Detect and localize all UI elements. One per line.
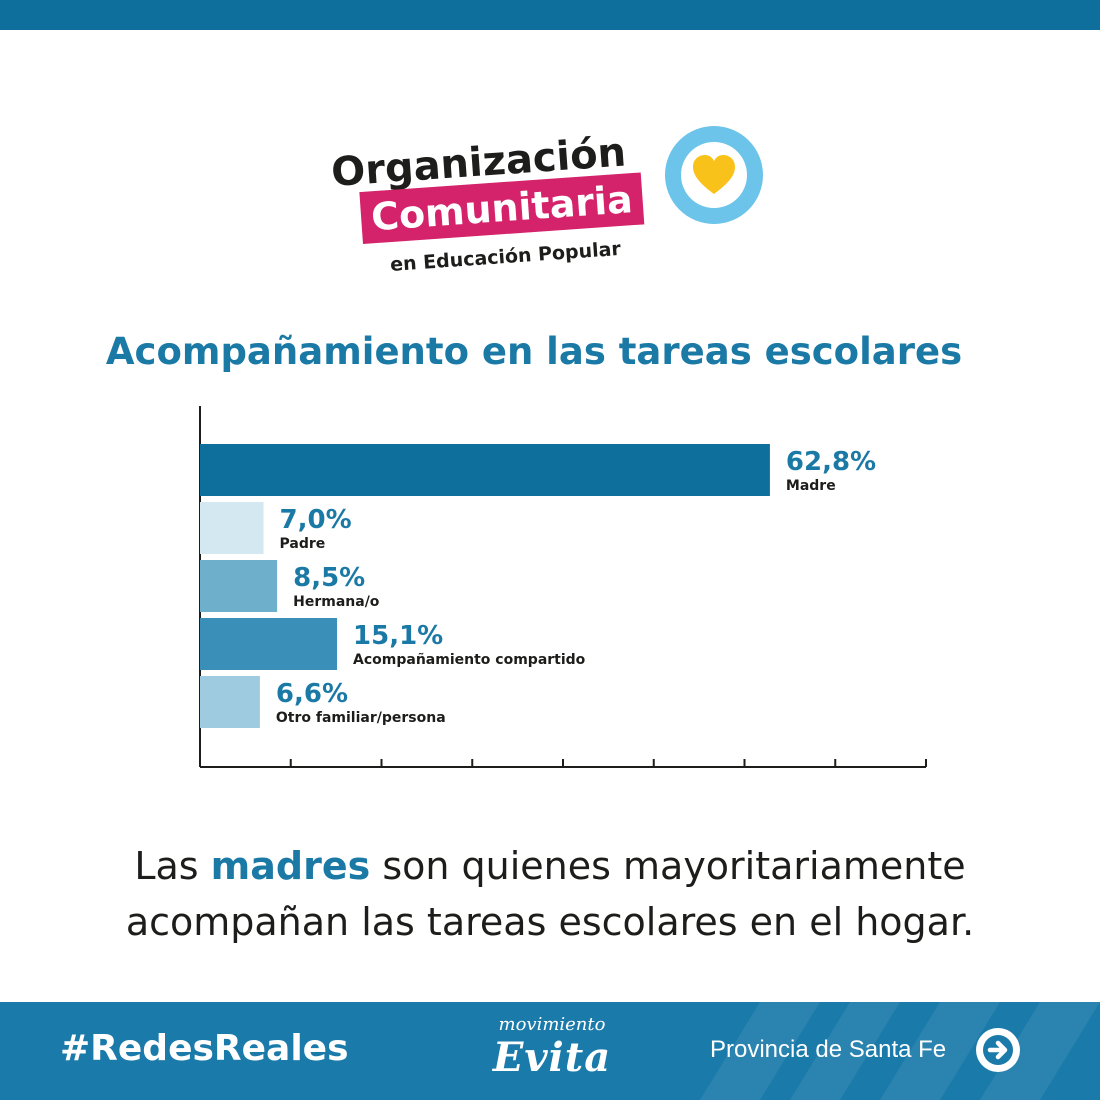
- summary-highlight: madres: [210, 844, 371, 888]
- footer-stripes: [700, 1002, 1100, 1100]
- bar-madre: [200, 444, 770, 496]
- logo-line-3: en Educación Popular: [389, 237, 622, 276]
- movimiento-evita-logo: movimiento Evita: [482, 1012, 622, 1098]
- summary-part-1: Las: [134, 844, 211, 888]
- bar-otro-familiar-persona: [200, 676, 260, 728]
- bar-category-label: Otro familiar/persona: [276, 710, 446, 726]
- bar-chart: 62,8%Madre 7,0%Padre 8,5%Hermana/o 15,1%Aco…: [199, 406, 927, 768]
- summary-text: Las madres son quienes mayoritariamente …: [0, 838, 1100, 950]
- hashtag: #RedesReales: [60, 1028, 349, 1069]
- footer-bar: #RedesReales movimiento Evita Provincia …: [0, 1002, 1100, 1100]
- bar-value-label: 8,5%: [293, 563, 365, 593]
- brand-bottom: Evita: [492, 1034, 612, 1081]
- brand-top: movimiento: [498, 1014, 606, 1035]
- organizacion-comunitaria-logo: Organización Comunitaria en Educación Po…: [325, 120, 775, 295]
- bar-category-label: Acompañamiento compartido: [353, 652, 586, 668]
- chart-title: Acompañamiento en las tareas escolares: [105, 330, 963, 373]
- bar-category-label: Padre: [280, 536, 326, 552]
- bar-value-label: 62,8%: [786, 447, 876, 477]
- bar-category-label: Hermana/o: [293, 594, 380, 610]
- bar-hermana-o: [200, 560, 278, 612]
- bar-acompa-amiento-compartido: [200, 618, 338, 670]
- bar-value-label: 6,6%: [276, 679, 348, 709]
- summary-line-2: acompañan las tareas escolares en el hog…: [125, 900, 975, 944]
- top-bar: [0, 0, 1100, 30]
- heart-icon: [665, 126, 763, 224]
- arrow-right-circle-icon[interactable]: [974, 1026, 1022, 1074]
- bar-value-label: 15,1%: [353, 621, 443, 651]
- bar-value-label: 7,0%: [280, 505, 352, 535]
- bar-padre: [200, 502, 264, 554]
- bar-category-label: Madre: [786, 478, 836, 494]
- summary-line-1: Las madres son quienes mayoritariamente: [0, 838, 1100, 894]
- summary-part-2: son quienes mayoritariamente: [370, 844, 966, 888]
- province-label: Provincia de Santa Fe: [710, 1036, 947, 1063]
